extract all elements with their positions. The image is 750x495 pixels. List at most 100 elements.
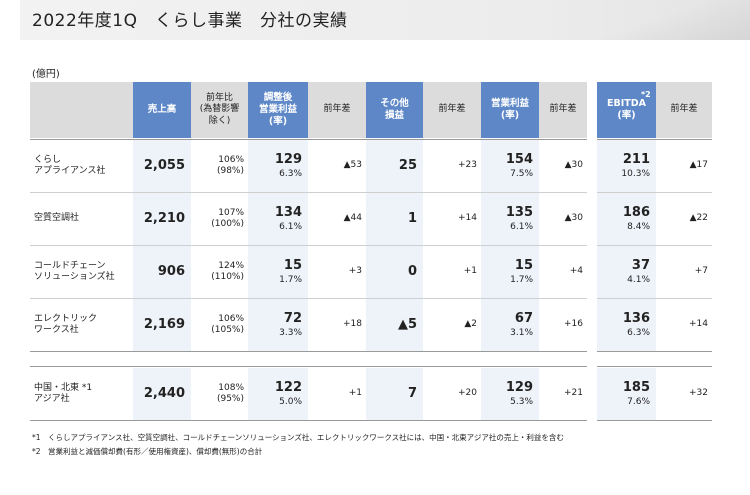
adjusted-op-diff: +18 [343, 319, 362, 330]
sales-value: 2,055 [133, 140, 191, 192]
yoy-ratio-ex-fx: (98%) [216, 166, 244, 176]
header-yoy: 前年比 (為替影響 除く) [191, 82, 248, 138]
row-divider [597, 192, 712, 193]
adjusted-op-cell: 129 6.3% [248, 140, 308, 192]
op-diff: +21 [564, 388, 583, 399]
header-yoy-line1: 前年比 [205, 93, 233, 104]
op-value: 154 [505, 152, 533, 168]
adjusted-op-cell: 134 6.1% [248, 193, 308, 245]
yoy-ratio-ex-fx: (100%) [211, 219, 244, 229]
row-divider [30, 245, 587, 246]
ebitda-diff: +14 [689, 319, 708, 330]
op-cell: 67 3.1% [481, 299, 539, 351]
header-diff-3: 前年差 [539, 82, 587, 138]
ebitda-rate: 7.6% [627, 396, 650, 407]
ebitda-cell: 136 6.3% [597, 299, 656, 351]
header-diff-4: 前年差 [656, 82, 712, 138]
header-sales: 売上高 [133, 82, 191, 138]
company-name-line2: アジア社 [34, 394, 70, 404]
other-diff: +20 [458, 388, 477, 399]
op-diff: ▲30 [564, 160, 583, 171]
adjusted-op-diff: ▲44 [343, 213, 362, 224]
ebitda-rate: 8.4% [627, 221, 650, 232]
op-value: 129 [505, 380, 533, 396]
adjusted-op-rate: 1.7% [279, 274, 302, 285]
adjusted-op-cell: 15 1.7% [248, 246, 308, 298]
header-adj-line1: 調整後 [263, 92, 293, 104]
section-rule-left-2 [30, 366, 587, 367]
company-name-line1: エレクトリック [34, 313, 98, 324]
header-rule-right [597, 139, 712, 140]
header-adjusted-op: 調整後 営業利益 (率) [248, 82, 308, 138]
company-name-line2: アプライアンス社 [34, 166, 106, 176]
adjusted-op-diff: ▲53 [343, 160, 362, 171]
adjusted-op-rate: 6.3% [279, 168, 302, 179]
ebitda-diff: ▲22 [689, 213, 708, 224]
other-value: ▲5 [366, 299, 423, 351]
company-name-line2: ソリューションズ社 [34, 272, 115, 282]
other-diff: +1 [463, 266, 477, 277]
yoy-ratio: 124% [218, 260, 244, 271]
adjusted-op-value: 134 [274, 205, 302, 221]
header-ebitda: EBITDA (率) [597, 82, 656, 138]
row-divider [597, 245, 712, 246]
header-op-line2: (率) [500, 110, 520, 121]
adjusted-op-rate: 6.1% [279, 221, 302, 232]
header-adj-line3: (率) [268, 115, 288, 127]
yoy-cell: 106% (98%) [191, 140, 248, 192]
header-adj-line2: 営業利益 [258, 104, 297, 116]
other-diff: ▲2 [464, 319, 477, 330]
header-yoy-line2: (為替影響 [199, 104, 240, 115]
op-diff: +16 [564, 319, 583, 330]
ebitda-value: 37 [631, 258, 650, 274]
ebitda-value: 185 [622, 380, 650, 396]
yoy-cell: 106% (105%) [191, 299, 248, 351]
footnote-2: *2 営業利益と減価償却費(有形／使用権資産)、償却費(無形)の合計 [32, 447, 263, 456]
adjusted-op-cell: 122 5.0% [248, 368, 308, 420]
adjusted-op-value: 129 [274, 152, 302, 168]
yoy-ratio-ex-fx: (110%) [211, 272, 244, 282]
yoy-cell: 107% (100%) [191, 193, 248, 245]
ebitda-diff: +32 [689, 388, 708, 399]
ebitda-cell: 37 4.1% [597, 246, 656, 298]
op-cell: 129 5.3% [481, 368, 539, 420]
sales-value: 906 [133, 246, 191, 298]
row-label: コールドチェーン ソリューションズ社 [30, 246, 130, 298]
ebitda-cell: 186 8.4% [597, 193, 656, 245]
sales-value: 2,210 [133, 193, 191, 245]
header-op: 営業利益 (率) [481, 82, 539, 138]
row-label: エレクトリック ワークス社 [30, 299, 130, 351]
section-rule-right [597, 351, 712, 352]
row-divider [30, 192, 587, 193]
header-other: その他 損益 [366, 82, 423, 138]
bottom-rule-right [597, 420, 712, 421]
yoy-ratio-ex-fx: (95%) [216, 394, 244, 404]
bottom-rule-left [30, 420, 587, 421]
yoy-cell: 124% (110%) [191, 246, 248, 298]
header-ebitda-line1: EBITDA [607, 98, 646, 110]
header-diff-1: 前年差 [308, 82, 366, 138]
other-value: 1 [366, 193, 423, 245]
ebitda-diff: +7 [694, 266, 708, 277]
op-rate: 6.1% [510, 221, 533, 232]
other-value: 7 [366, 368, 423, 420]
op-rate: 7.5% [510, 168, 533, 179]
sales-value: 2,169 [133, 299, 191, 351]
row-label: 中国・北東 *1 アジア社 [30, 368, 130, 420]
row-label: くらし アプライアンス社 [30, 140, 130, 192]
adjusted-op-cell: 72 3.3% [248, 299, 308, 351]
ebitda-gap [587, 82, 597, 420]
ebitda-footnote-marker: *2 [641, 90, 651, 99]
page-title: 2022年度1Q くらし事業 分社の実績 [32, 11, 348, 31]
ebitda-value: 186 [622, 205, 650, 221]
company-name-line1: 中国・北東 *1 [34, 382, 93, 393]
ebitda-cell: 185 7.6% [597, 368, 656, 420]
yoy-ratio: 107% [218, 207, 244, 218]
adjusted-op-rate: 5.0% [279, 396, 302, 407]
op-rate: 5.3% [510, 396, 533, 407]
header-ebitda-line2: (率) [617, 110, 636, 121]
adjusted-op-diff: +3 [348, 266, 362, 277]
other-value: 25 [366, 140, 423, 192]
header-op-line1: 営業利益 [490, 98, 529, 110]
adjusted-op-diff: +1 [348, 388, 362, 399]
